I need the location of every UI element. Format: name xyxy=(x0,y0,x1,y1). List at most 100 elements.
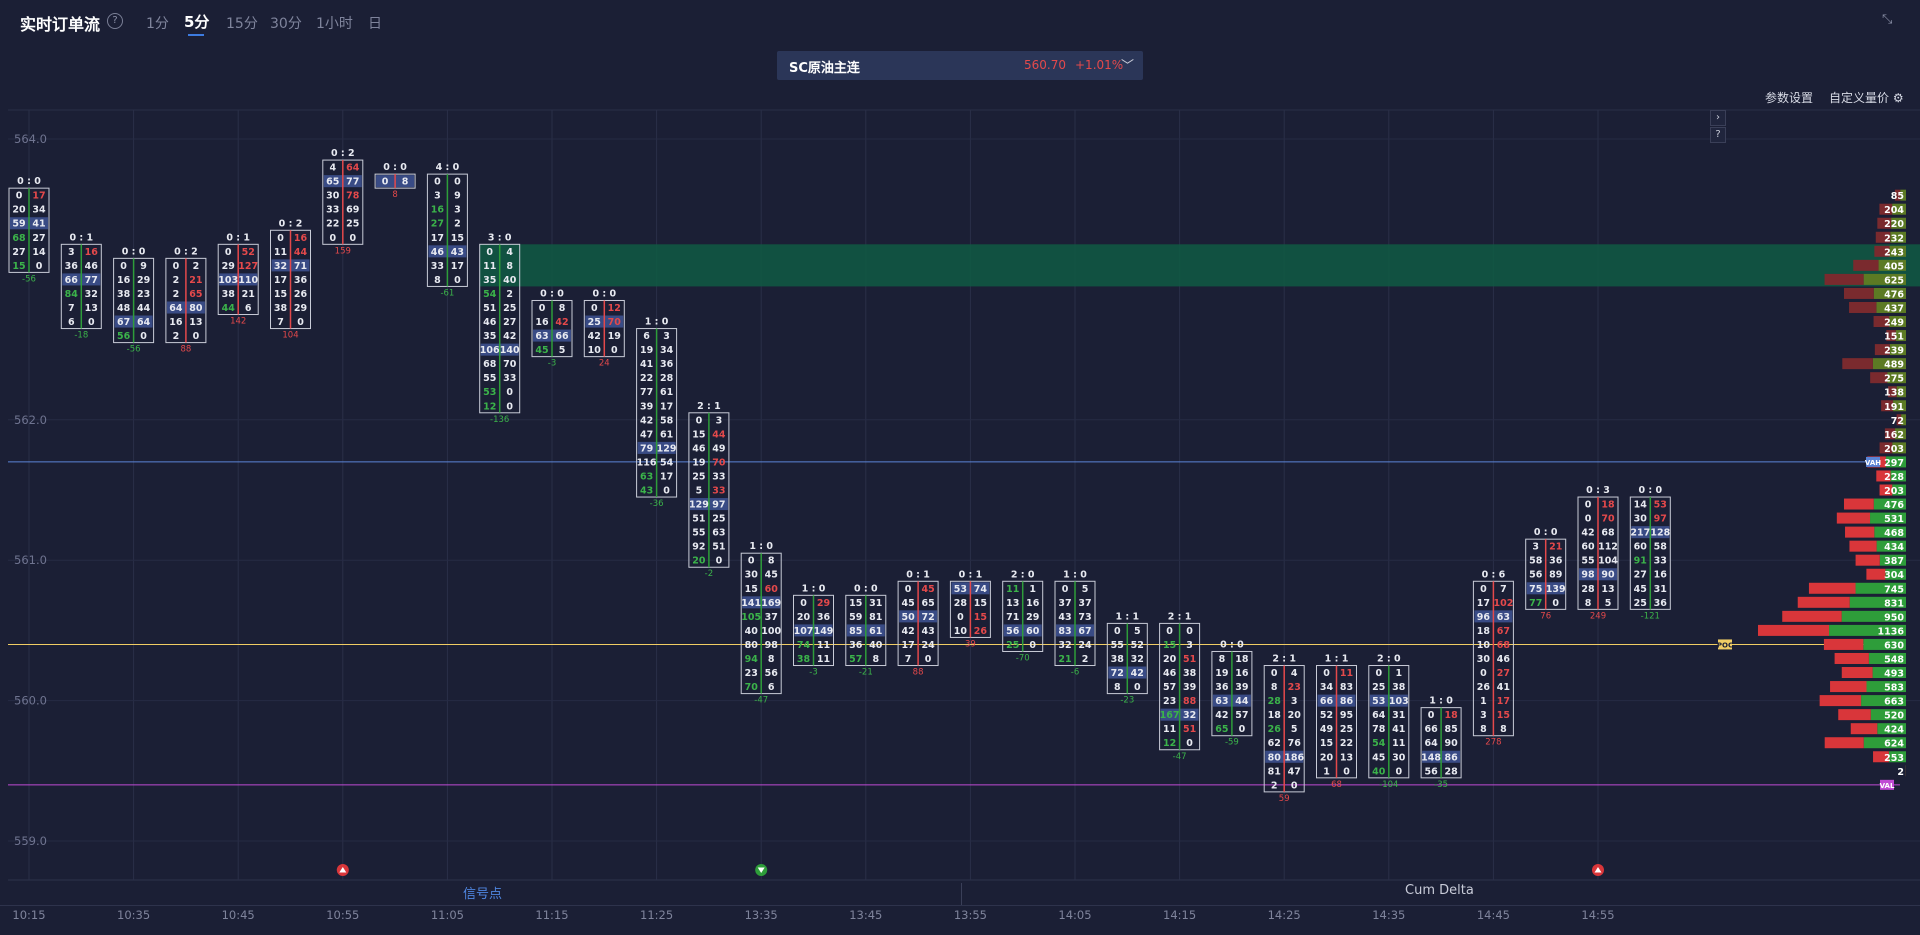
bid-volume-label: 0 xyxy=(957,612,964,623)
bid-volume-label: 5 xyxy=(696,486,703,497)
ask-volume-label: 41 xyxy=(32,219,45,230)
ask-volume-label: 21 xyxy=(189,275,202,286)
bar-header-label: 0 : 0 xyxy=(17,176,41,187)
active-period-underline xyxy=(188,34,204,36)
help-icon[interactable]: ? xyxy=(107,13,123,29)
ask-volume-label: 63 xyxy=(712,528,725,539)
profile-bid-bar xyxy=(1823,638,1864,650)
ask-volume-label: 60 xyxy=(765,584,779,595)
bid-volume-label: 19 xyxy=(692,457,705,468)
ask-volume-label: 44 xyxy=(137,303,151,314)
period-day[interactable]: 日 xyxy=(368,16,382,32)
ask-volume-label: 69 xyxy=(346,205,359,216)
bid-volume-label: 148 xyxy=(1421,752,1441,763)
ask-volume-label: 97 xyxy=(1654,514,1667,525)
bid-volume-label: 1 xyxy=(1323,766,1330,777)
bid-volume-label: 64 xyxy=(169,303,183,314)
bid-volume-label: 15 xyxy=(849,598,862,609)
bid-volume-label: 10 xyxy=(588,345,602,356)
period-1hour[interactable]: 1小时 xyxy=(316,16,353,32)
profile-bid-bar xyxy=(1824,273,1864,285)
chart-help-icon[interactable]: ? xyxy=(1710,127,1726,143)
profile-ask-bar xyxy=(1877,723,1906,735)
period-1min[interactable]: 1分 xyxy=(146,16,169,32)
ask-volume-label: 61 xyxy=(869,626,882,637)
bid-volume-label: 85 xyxy=(849,626,862,637)
ask-volume-label: 77 xyxy=(85,275,98,286)
ask-volume-label: 0 xyxy=(193,331,200,342)
ask-volume-label: 25 xyxy=(346,219,359,230)
ask-volume-label: 64 xyxy=(137,317,151,328)
profile-bid-bar xyxy=(1842,358,1873,370)
bid-volume-label: 116 xyxy=(637,457,657,468)
bid-volume-label: 30 xyxy=(745,570,759,581)
ask-volume-label: 0 xyxy=(663,486,670,497)
bar-delta-label: -21 xyxy=(859,668,873,678)
period-30min[interactable]: 30分 xyxy=(270,16,302,32)
ask-volume-label: 28 xyxy=(1444,766,1458,777)
val-tag xyxy=(1880,779,1894,790)
ask-volume-label: 51 xyxy=(1183,654,1196,665)
bid-volume-label: 105 xyxy=(741,612,761,623)
ask-volume-label: 2 xyxy=(454,219,461,230)
ask-volume-label: 5 xyxy=(559,345,566,356)
ask-volume-label: 74 xyxy=(974,584,988,595)
y-tick-label: 559.0 xyxy=(14,834,47,848)
bid-volume-label: 56 xyxy=(1424,766,1438,777)
ask-volume-label: 86 xyxy=(1444,752,1458,763)
bid-volume-label: 129 xyxy=(689,500,709,511)
signal-down-icon xyxy=(757,867,765,873)
bid-volume-label: 27 xyxy=(12,247,25,258)
ask-volume-label: 4 xyxy=(1291,668,1298,679)
ask-volume-label: 20 xyxy=(1288,710,1302,721)
bid-volume-label: 18 xyxy=(1268,710,1282,721)
ask-volume-label: 0 xyxy=(140,331,147,342)
bid-volume-label: 20 xyxy=(692,556,706,567)
period-15min[interactable]: 15分 xyxy=(226,16,258,32)
bid-volume-label: 46 xyxy=(483,317,497,328)
ask-volume-label: 5 xyxy=(1291,724,1298,735)
profile-volume-label: 1136 xyxy=(1878,626,1905,637)
bid-volume-label: 2 xyxy=(173,289,180,300)
ask-volume-label: 51 xyxy=(1183,724,1196,735)
ask-volume-label: 0 xyxy=(1343,766,1350,777)
bid-volume-label: 34 xyxy=(1320,682,1334,693)
collapse-icon[interactable]: ⤡ xyxy=(1882,12,1893,27)
profile-volume-label: 253 xyxy=(1884,753,1904,764)
tab-signals[interactable]: 信号点 xyxy=(463,887,503,902)
bid-volume-label: 0 xyxy=(382,177,389,188)
bid-volume-label: 26 xyxy=(1477,682,1491,693)
ask-volume-label: 31 xyxy=(869,598,882,609)
ask-volume-label: 0 xyxy=(1186,626,1193,637)
bid-volume-label: 56 xyxy=(117,331,131,342)
bar-header-label: 0 : 2 xyxy=(279,218,303,229)
ask-volume-label: 29 xyxy=(1026,612,1039,623)
ask-volume-label: 12 xyxy=(608,303,621,314)
instrument-change: +1.01% xyxy=(1075,58,1124,72)
chevron-right-icon[interactable]: › xyxy=(1710,110,1726,126)
ask-volume-label: 0 xyxy=(506,387,513,398)
ask-volume-label: 38 xyxy=(1392,682,1406,693)
profile-bid-bar xyxy=(1884,428,1896,440)
bid-volume-label: 17 xyxy=(1477,598,1490,609)
profile-bid-bar xyxy=(1877,217,1892,229)
profile-ask-bar xyxy=(1892,484,1906,496)
tab-cum-delta[interactable]: Cum Delta xyxy=(1405,883,1474,898)
profile-ask-bar xyxy=(1887,372,1906,384)
ask-volume-label: 70 xyxy=(712,457,726,468)
profile-ask-bar xyxy=(1889,245,1906,257)
instrument-selector[interactable]: SC原油主连 560.70 +1.01% ﹀ xyxy=(777,51,1143,80)
ask-volume-label: 13 xyxy=(85,303,98,314)
profile-volume-label: 624 xyxy=(1884,739,1904,750)
bid-volume-label: 25 xyxy=(1634,598,1647,609)
custom-price-link[interactable]: 自定义量价 ⚙ xyxy=(1829,91,1904,105)
bid-volume-label: 0 xyxy=(1114,626,1121,637)
bid-volume-label: 91 xyxy=(1634,556,1647,567)
bid-volume-label: 98 xyxy=(1581,570,1595,581)
params-settings-link[interactable]: 参数设置 xyxy=(1765,91,1814,105)
ask-volume-label: 17 xyxy=(451,261,464,272)
period-5min[interactable]: 5分 xyxy=(184,13,210,31)
bar-delta-label: 142 xyxy=(230,317,246,327)
ask-volume-label: 58 xyxy=(660,415,674,426)
